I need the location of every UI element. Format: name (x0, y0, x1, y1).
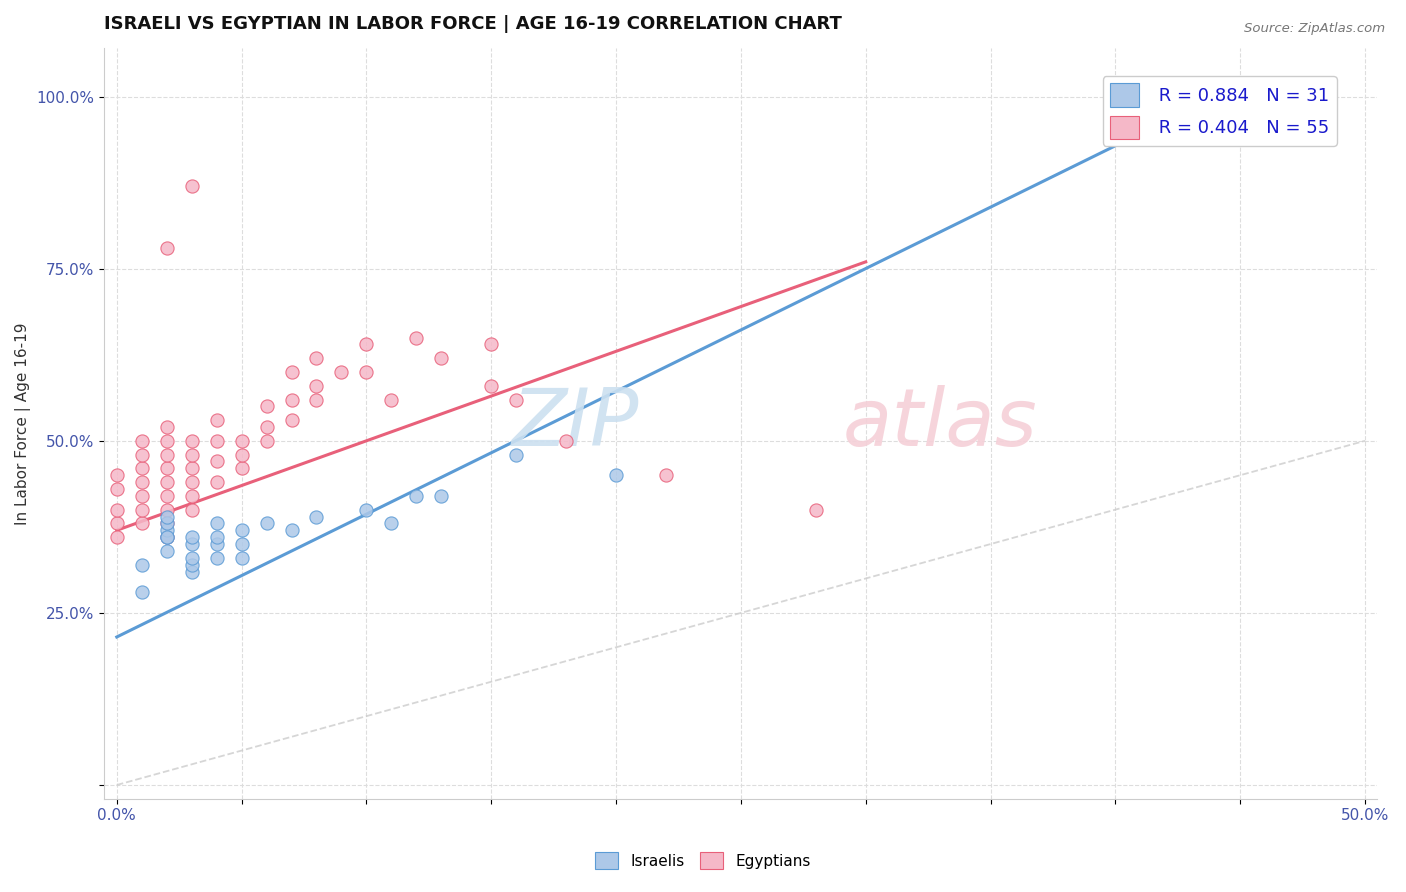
Point (205, 530, 228, 544)
Point (156, 475, 179, 489)
Point (356, 365, 378, 379)
Point (280, 524, 302, 538)
Point (305, 378, 328, 392)
Point (156, 502, 179, 516)
Point (156, 448, 179, 462)
Point (131, 448, 153, 462)
Point (356, 337, 378, 351)
Legend: Israelis, Egyptians: Israelis, Egyptians (589, 846, 817, 875)
Point (180, 434, 202, 448)
Text: ZIP: ZIP (512, 384, 640, 463)
Point (105, 516, 128, 531)
Point (156, 509, 179, 524)
Point (180, 461, 202, 475)
Point (131, 461, 153, 475)
Point (505, 392, 527, 407)
Point (105, 468, 128, 483)
Text: Source: ZipAtlas.com: Source: ZipAtlas.com (1244, 22, 1385, 36)
Point (205, 454, 228, 468)
Point (156, 516, 179, 531)
Point (256, 516, 278, 531)
Point (131, 502, 153, 516)
Point (156, 420, 179, 434)
Point (430, 351, 453, 366)
Point (156, 461, 179, 475)
Point (105, 530, 128, 544)
Point (231, 524, 253, 538)
Point (156, 530, 179, 544)
Point (256, 420, 278, 434)
Point (205, 516, 228, 531)
Point (405, 489, 427, 503)
Point (655, 468, 678, 483)
Point (205, 537, 228, 551)
Point (205, 475, 228, 489)
Point (305, 509, 328, 524)
Point (131, 558, 153, 572)
Point (380, 516, 402, 531)
Point (305, 392, 328, 407)
Point (180, 502, 202, 516)
Point (256, 434, 278, 448)
Point (156, 530, 179, 544)
Point (180, 489, 202, 503)
Text: ISRAELI VS EGYPTIAN IN LABOR FORCE | AGE 16-19 CORRELATION CHART: ISRAELI VS EGYPTIAN IN LABOR FORCE | AGE… (104, 15, 842, 33)
Point (180, 448, 202, 462)
Point (156, 489, 179, 503)
Point (205, 550, 228, 565)
Point (804, 502, 827, 516)
Point (156, 524, 179, 538)
Legend:  R = 0.884   N = 31,  R = 0.404   N = 55: R = 0.884 N = 31, R = 0.404 N = 55 (1102, 76, 1337, 146)
Point (280, 365, 302, 379)
Point (131, 516, 153, 531)
Point (156, 530, 179, 544)
Text: atlas: atlas (842, 384, 1038, 463)
Point (156, 241, 179, 255)
Point (356, 502, 378, 516)
Point (180, 179, 202, 194)
Point (180, 537, 202, 551)
Point (330, 365, 353, 379)
Y-axis label: In Labor Force | Age 16-19: In Labor Force | Age 16-19 (15, 322, 31, 524)
Point (256, 400, 278, 414)
Point (231, 537, 253, 551)
Point (1154, 89, 1177, 103)
Point (231, 461, 253, 475)
Point (156, 544, 179, 558)
Point (280, 413, 302, 427)
Point (205, 434, 228, 448)
Point (280, 392, 302, 407)
Point (605, 468, 627, 483)
Point (180, 530, 202, 544)
Point (131, 489, 153, 503)
Point (231, 434, 253, 448)
Point (205, 413, 228, 427)
Point (131, 585, 153, 599)
Point (231, 550, 253, 565)
Point (555, 434, 578, 448)
Point (405, 330, 427, 344)
Point (156, 516, 179, 531)
Point (131, 475, 153, 489)
Point (180, 565, 202, 579)
Point (156, 434, 179, 448)
Point (380, 392, 402, 407)
Point (180, 558, 202, 572)
Point (479, 337, 502, 351)
Point (105, 482, 128, 496)
Point (430, 489, 453, 503)
Point (505, 448, 527, 462)
Point (305, 351, 328, 366)
Point (231, 448, 253, 462)
Point (131, 434, 153, 448)
Point (479, 378, 502, 392)
Point (180, 475, 202, 489)
Point (1204, 96, 1226, 111)
Point (105, 502, 128, 516)
Point (180, 550, 202, 565)
